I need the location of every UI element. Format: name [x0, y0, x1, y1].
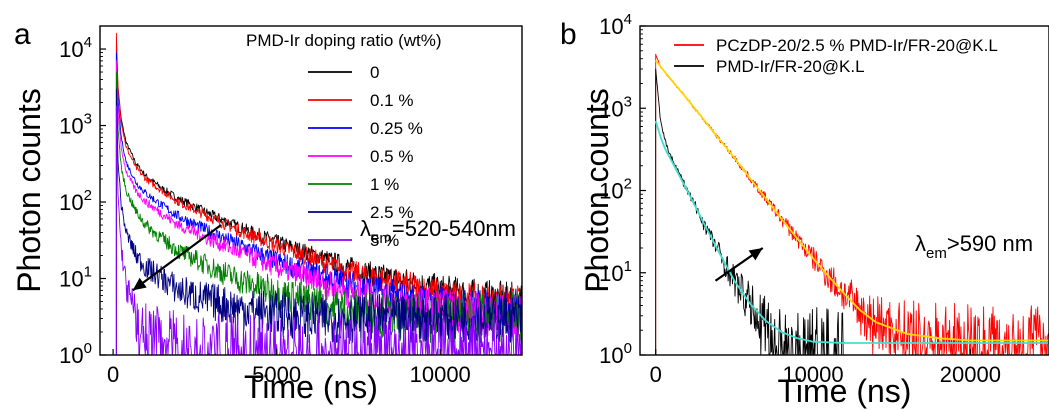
- annotation-text: =520-540nm: [392, 216, 516, 241]
- lambda-symbol: λ: [915, 231, 926, 256]
- fit-curve: [655, 60, 1049, 342]
- arrow: [132, 224, 222, 292]
- legend-label: 0: [370, 63, 379, 82]
- y-tick-label: 103: [59, 111, 92, 139]
- x-tick-label: 0: [650, 362, 662, 387]
- legend-label: 0.5 %: [370, 147, 413, 166]
- legend-label: 0.1 %: [370, 91, 413, 110]
- y-tick-label: 102: [599, 176, 632, 204]
- x-tick-label: 0: [107, 362, 119, 387]
- x-axis-label: Time (ns): [778, 373, 912, 409]
- x-tick-label: 5000: [252, 362, 301, 387]
- legend-label: 0.25 %: [370, 119, 423, 138]
- legend: PMD-Ir doping ratio (wt%) 0 0.1 % 0.25 % 0.5…: [246, 31, 442, 250]
- x-tick-label: 10000: [410, 362, 471, 387]
- legend-label: 2.5 %: [370, 203, 413, 222]
- y-tick-label: 100: [59, 340, 92, 368]
- fit-curve: [654, 120, 1049, 344]
- plot-area: [654, 53, 1049, 355]
- y-tick-label: 104: [59, 34, 92, 62]
- plot-area: [115, 32, 522, 355]
- y-tick-label: 104: [599, 11, 632, 39]
- series-line-4: [115, 71, 522, 355]
- y-tick-label: 103: [599, 93, 632, 121]
- legend-label: 5 %: [370, 231, 399, 250]
- x-axis-label: Time (ns): [244, 369, 378, 405]
- series-line-1: [655, 68, 845, 355]
- axes-frame: [99, 25, 523, 356]
- y-tick-label: 101: [59, 264, 92, 292]
- lambda-symbol: λ: [360, 216, 371, 241]
- y-tick-label: 102: [59, 187, 92, 215]
- panel-a: a 0 5000 10000 100 101 102 103 104 Time (ns) Photo…: [11, 18, 523, 405]
- y-tick-label: 101: [599, 258, 632, 286]
- legend-label: 1 %: [370, 175, 399, 194]
- arrow-head: [132, 277, 147, 291]
- y-tick-label: 100: [599, 340, 632, 368]
- annotation-sub: em: [926, 245, 947, 262]
- y-axis-label: Photon counts: [579, 88, 615, 293]
- legend: PCzDP-20/2.5 % PMD-Ir/FR-20@K.L PMD-Ir/FR…: [674, 36, 998, 76]
- x-tick-label: 10000: [782, 362, 843, 387]
- panel-b: b 0 10000 20000 100 101 102 103 104 Time (ns) Phot…: [560, 11, 1049, 409]
- series-line-0: [655, 53, 1049, 355]
- annotation-text: >590 nm: [947, 231, 1033, 256]
- annotation-sub: em: [371, 230, 392, 247]
- annotation: λem>590 nm: [915, 231, 1033, 262]
- legend-label: PMD-Ir/FR-20@K.L: [716, 57, 865, 76]
- annotation: λem=520-540nm: [360, 216, 516, 247]
- arrow-head: [748, 247, 763, 261]
- panel-label: b: [560, 18, 577, 51]
- x-tick-label: 20000: [940, 362, 1001, 387]
- legend-title: PMD-Ir doping ratio (wt%): [246, 31, 442, 50]
- y-axis-label: Photon counts: [11, 88, 47, 293]
- panel-label: a: [14, 18, 31, 51]
- legend-label: PCzDP-20/2.5 % PMD-Ir/FR-20@K.L: [716, 36, 998, 55]
